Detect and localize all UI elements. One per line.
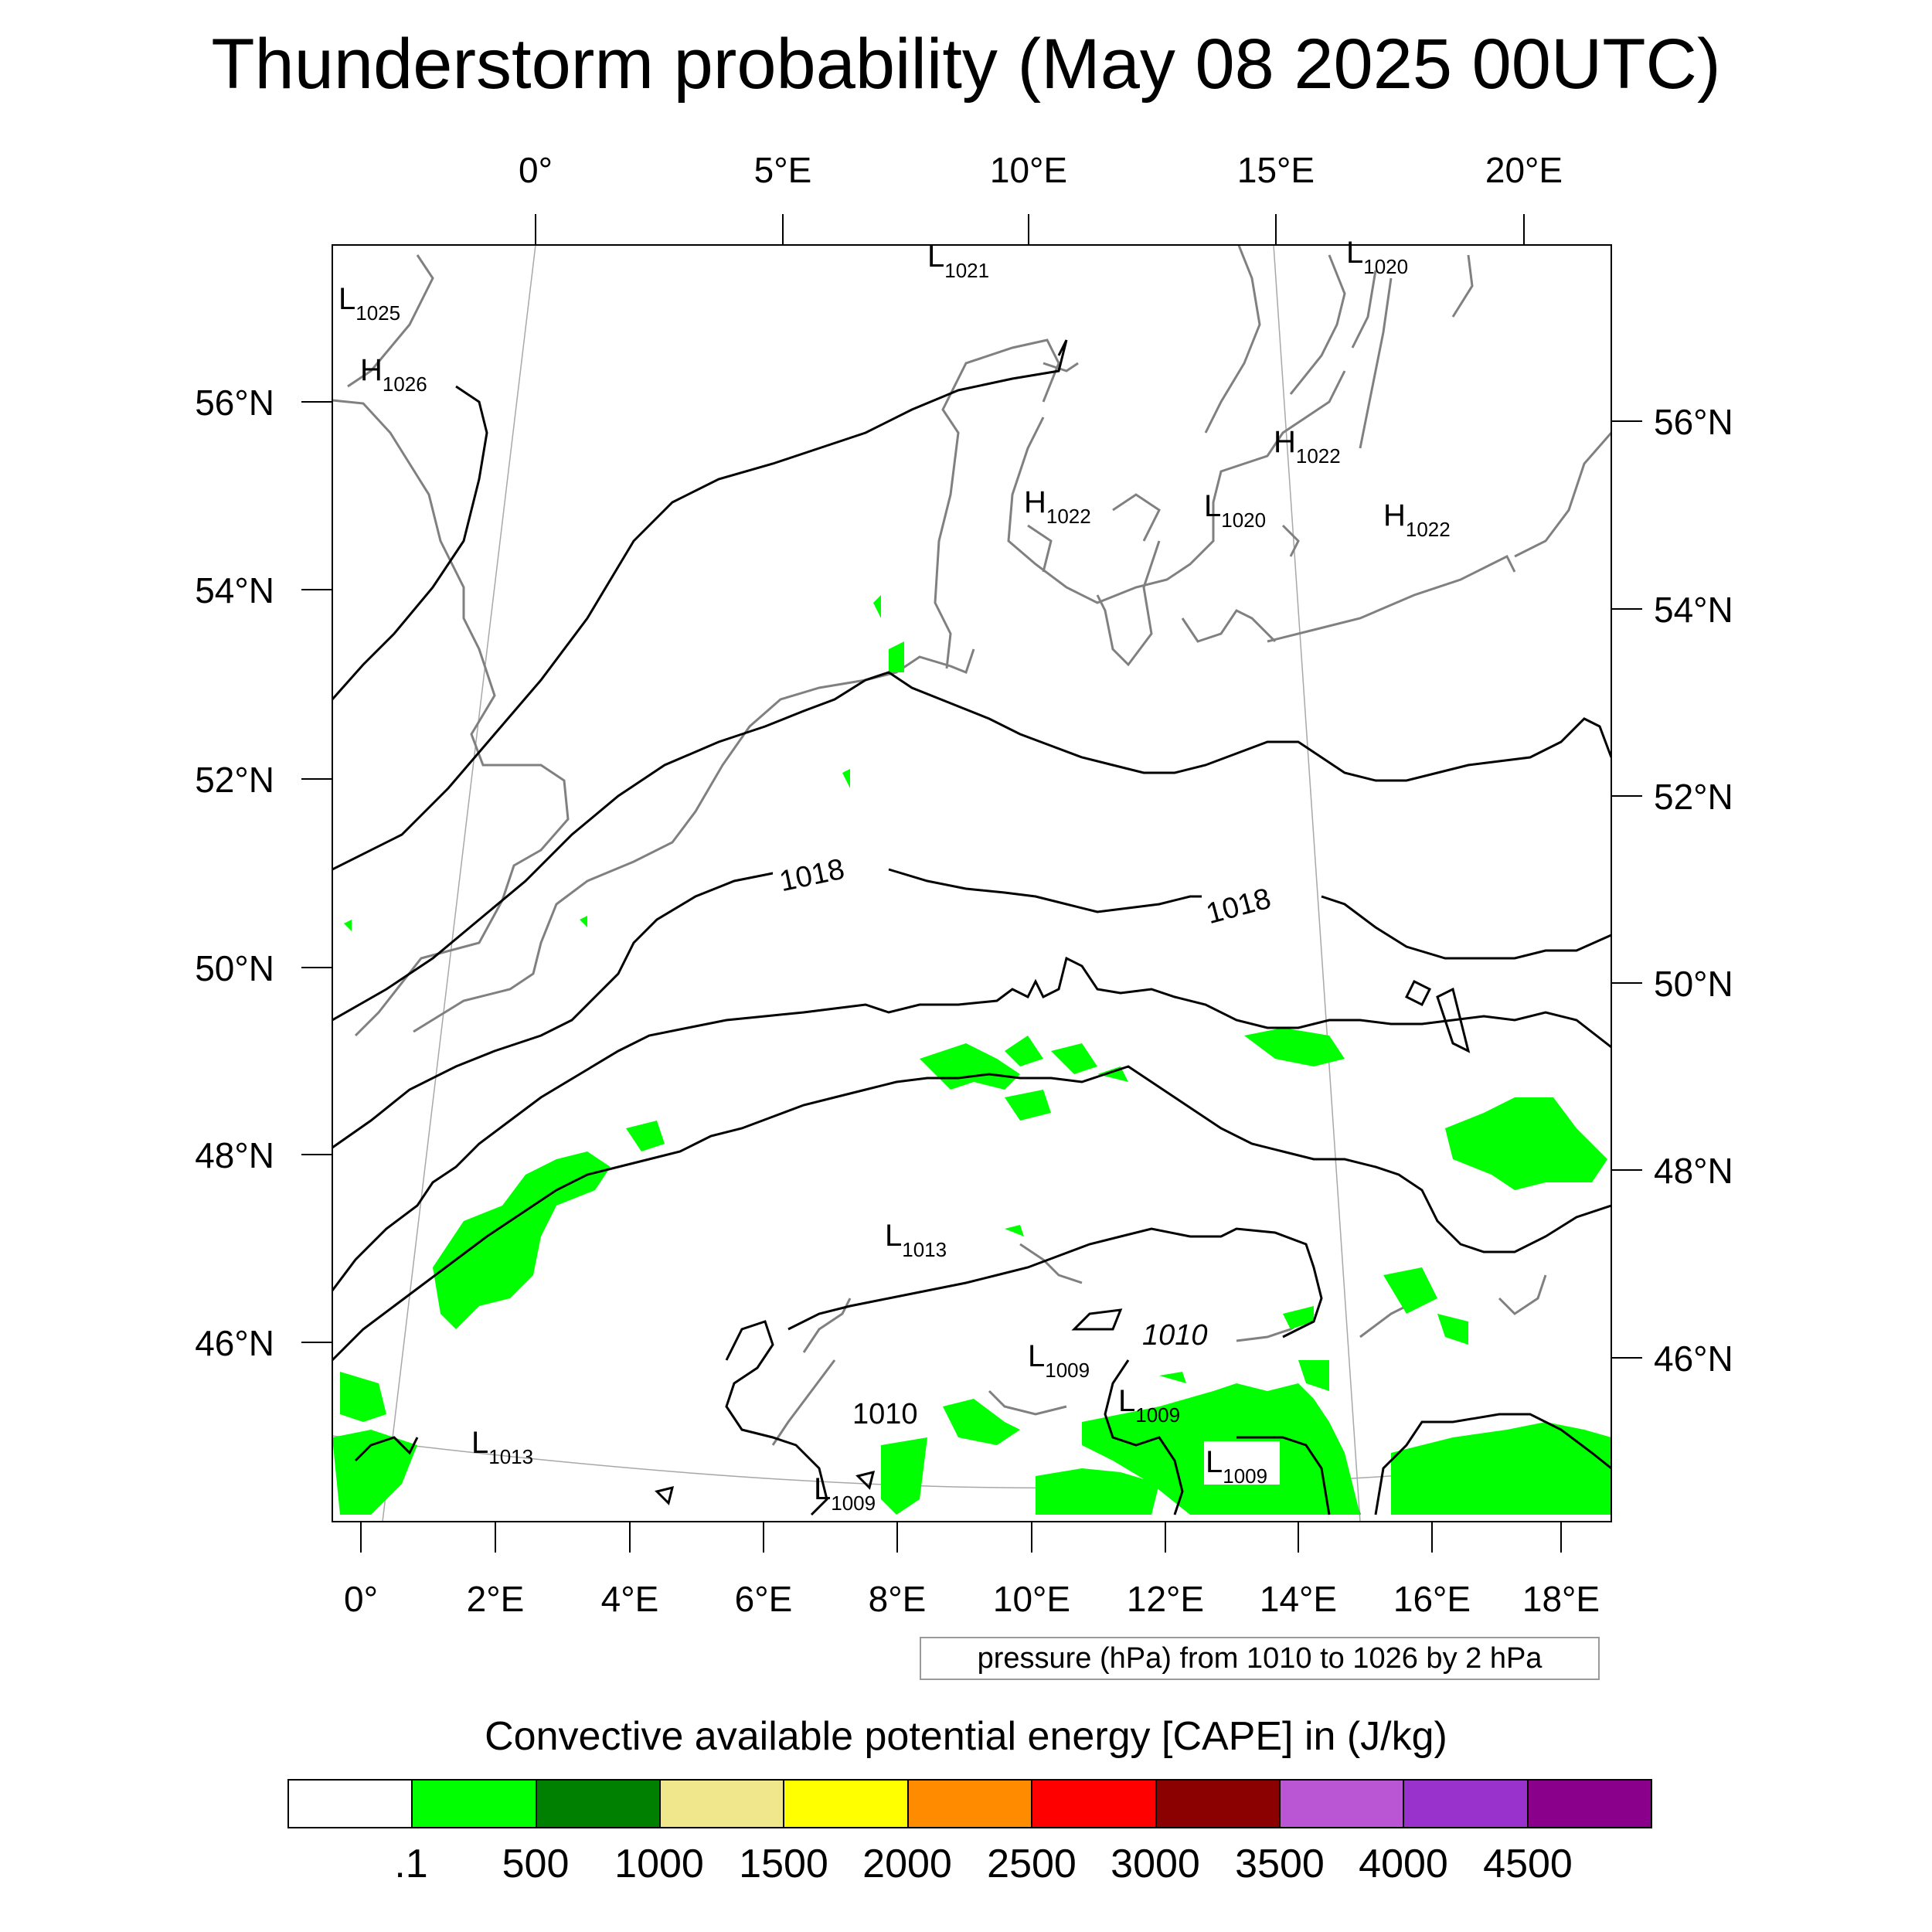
pressure-system-label: L1009 [814,1472,876,1515]
colorbar-swatch [784,1781,909,1827]
colorbar-label: 500 [502,1842,570,1886]
colorbar-label: 3500 [1235,1842,1325,1886]
colorbar-label: 4500 [1483,1842,1573,1886]
pressure-system-label: L1009 [1118,1384,1180,1427]
right-lat-label: 48°N [1654,1151,1733,1191]
top-lon-label: 20°E [1485,150,1563,190]
coastlines [332,245,1611,1515]
colorbar-label: 4000 [1359,1842,1448,1886]
left-lat-label: 56°N [195,383,274,423]
top-lon-label: 5°E [754,150,812,190]
colorbar-swatch [1280,1781,1405,1827]
bottom-lon-label: 18°E [1522,1579,1600,1619]
right-lat-label: 46°N [1654,1338,1733,1379]
colorbar-swatch [1528,1781,1651,1827]
bottom-lon-label: 14°E [1260,1579,1337,1619]
pressure-system-label: L1020 [1346,236,1408,278]
pressure-system-label: L1020 [1204,489,1266,532]
colorbar-swatch [536,1781,662,1827]
colorbar-swatch [908,1781,1033,1827]
pressure-system-label: L1013 [885,1219,947,1261]
left-lat-label: 48°N [195,1135,274,1175]
pressure-system-label: L1009 [1206,1445,1267,1488]
colorbar-swatch [1032,1781,1157,1827]
cape-patches [332,595,1611,1515]
pressure-systems: L1021 L1020 L1025 H1026 H1022 H1022 L102… [338,236,1451,1515]
right-lat-label: 52°N [1654,777,1733,817]
colorbar-swatch [1404,1781,1529,1827]
left-lat-label: 50°N [195,948,274,988]
pressure-system-label: H1022 [1274,425,1341,468]
colorbar [287,1779,1652,1828]
colorbar-title: Convective available potential energy [C… [485,1714,1447,1759]
colorbar-labels: .1 500 1000 1500 2000 2500 3000 3500 400… [0,1839,1932,1893]
pressure-system-label: L1025 [338,282,400,325]
colorbar-label: 3000 [1111,1842,1200,1886]
colorbar-swatch [1156,1781,1281,1827]
right-lat-label: 50°N [1654,964,1733,1004]
top-lon-label: 0° [519,150,553,190]
contour-label: 1010 [852,1398,918,1430]
pressure-system-label: L1021 [927,240,989,282]
bottom-lon-label: 4°E [601,1579,659,1619]
bottom-lon-label: 6°E [735,1579,793,1619]
plot-frame [332,244,1612,1522]
pressure-system-label: L1009 [1028,1339,1090,1382]
pressure-system-label: H1022 [1024,485,1091,528]
chart-title: Thunderstorm probability (May 08 2025 00… [211,25,1721,104]
bottom-lon-label: 12°E [1127,1579,1204,1619]
contour-label: 1010 [1142,1319,1208,1352]
colorbar-label: 1000 [614,1842,704,1886]
left-lat-label: 46°N [195,1323,274,1363]
pressure-system-label: L1013 [471,1426,533,1468]
left-lat-label: 54°N [195,570,274,611]
right-lat-label: 56°N [1654,402,1733,442]
bottom-lon-label: 8°E [869,1579,927,1619]
colorbar-label: 2000 [862,1842,952,1886]
right-lat-label: 54°N [1654,590,1733,630]
colorbar-label: 2500 [987,1842,1077,1886]
top-lon-label: 15°E [1237,150,1315,190]
left-lat-label: 52°N [195,760,274,800]
colorbar-label: .1 [394,1842,428,1886]
colorbar-swatch [413,1781,537,1827]
colorbar-swatch [289,1781,413,1827]
low-label-box [1204,1441,1280,1485]
isobars [332,339,1611,1516]
colorbar-swatch [661,1781,785,1827]
bottom-lon-label: 0° [344,1579,378,1619]
axis-ticks [301,214,1642,1553]
top-lon-label: 10°E [990,150,1067,190]
pressure-system-label: H1026 [360,353,427,396]
bottom-lon-label: 16°E [1393,1579,1471,1619]
pressure-system-label: H1022 [1383,498,1451,541]
colorbar-label: 1500 [739,1842,828,1886]
bottom-lon-label: 10°E [993,1579,1070,1619]
contour-info-box: pressure (hPa) from 1010 to 1026 by 2 hP… [920,1637,1600,1680]
bottom-lon-label: 2°E [467,1579,525,1619]
